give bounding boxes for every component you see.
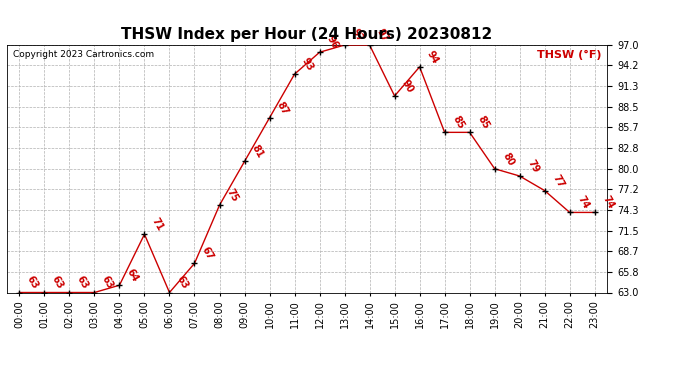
Text: 64: 64 (125, 267, 141, 284)
Text: 77: 77 (550, 172, 566, 189)
Text: 94: 94 (425, 49, 441, 66)
Text: 81: 81 (250, 143, 266, 160)
Text: 71: 71 (150, 216, 166, 233)
Text: 97: 97 (350, 27, 366, 44)
Text: 93: 93 (300, 56, 315, 73)
Text: 90: 90 (400, 78, 415, 94)
Title: THSW Index per Hour (24 Hours) 20230812: THSW Index per Hour (24 Hours) 20230812 (121, 27, 493, 42)
Text: 67: 67 (200, 245, 215, 262)
Text: 85: 85 (450, 114, 466, 131)
Text: 63: 63 (75, 274, 90, 291)
Text: 63: 63 (100, 274, 115, 291)
Text: 63: 63 (50, 274, 66, 291)
Text: 63: 63 (25, 274, 41, 291)
Text: 80: 80 (500, 150, 515, 167)
Text: 74: 74 (575, 194, 591, 211)
Text: 79: 79 (525, 158, 541, 175)
Text: Copyright 2023 Cartronics.com: Copyright 2023 Cartronics.com (13, 50, 154, 59)
Text: 97: 97 (375, 27, 391, 44)
Text: THSW (°F): THSW (°F) (537, 50, 601, 60)
Text: 74: 74 (600, 194, 615, 211)
Text: 63: 63 (175, 274, 190, 291)
Text: 96: 96 (325, 34, 341, 51)
Text: 85: 85 (475, 114, 491, 131)
Text: 75: 75 (225, 187, 241, 204)
Text: 87: 87 (275, 100, 290, 116)
